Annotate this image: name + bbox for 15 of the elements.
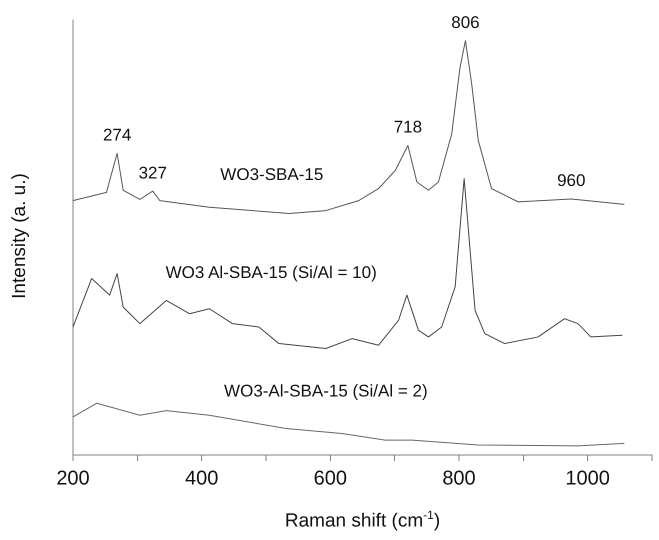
- x-tick-label: 600: [314, 468, 348, 490]
- annotation: 274: [102, 126, 132, 145]
- annotation: 960: [557, 171, 586, 190]
- x-tick-label: 800: [442, 468, 476, 490]
- x-tick-label: 400: [184, 468, 218, 490]
- x-tick-label: 200: [56, 468, 90, 490]
- series-label: WO3 Al-SBA-15 (Si/Al = 10): [166, 262, 377, 282]
- x-tick-label: 1000: [565, 468, 610, 490]
- annotation: 718: [394, 118, 422, 137]
- annotation: 806: [451, 12, 480, 32]
- y-axis-title: Intensity (a. u.): [9, 172, 31, 301]
- annotation: 327: [138, 163, 167, 182]
- series-label: WO3-SBA-15: [220, 165, 324, 184]
- x-axis-title: Raman shift (cm$^{-1}$): [284, 508, 442, 532]
- series-label: WO3-Al-SBA-15 (Si/Al = 2): [224, 382, 428, 401]
